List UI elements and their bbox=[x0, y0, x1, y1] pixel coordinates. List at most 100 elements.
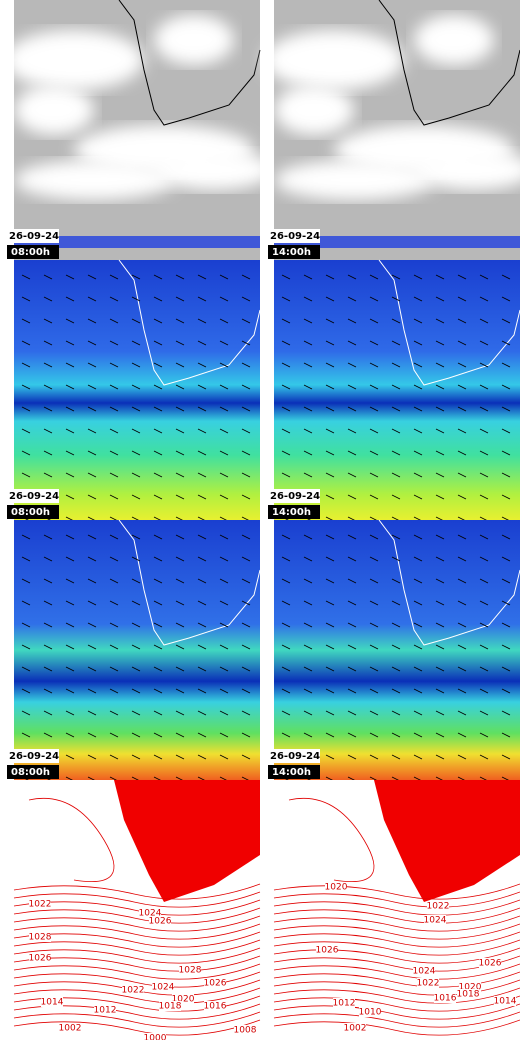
wind-arrow bbox=[109, 296, 119, 302]
wind-arrow bbox=[435, 556, 445, 562]
wind-arrow bbox=[219, 428, 229, 434]
wind-arrow bbox=[369, 578, 379, 584]
wind-arrow bbox=[65, 578, 75, 584]
isobar-label: 1012 bbox=[94, 1006, 117, 1016]
wind-arrow bbox=[325, 340, 335, 346]
wind-arrow bbox=[153, 340, 163, 346]
wind-arrow bbox=[65, 534, 75, 540]
wind-arrow bbox=[501, 534, 511, 540]
wind-arrow bbox=[413, 384, 423, 390]
wind-arrow bbox=[347, 340, 357, 346]
isobar bbox=[273, 1019, 520, 1036]
wind-arrow bbox=[241, 534, 251, 540]
coastline bbox=[118, 0, 261, 126]
wind-arrow bbox=[153, 644, 163, 650]
wind-arrow bbox=[241, 494, 251, 500]
wind-arrow bbox=[175, 732, 185, 738]
wind-arrow bbox=[153, 450, 163, 456]
wind-arrow bbox=[197, 578, 207, 584]
wind-arrow bbox=[457, 296, 467, 302]
wind-arrow bbox=[391, 688, 401, 694]
isobar bbox=[13, 939, 261, 956]
wind-arrow bbox=[457, 450, 467, 456]
wind-arrow bbox=[457, 472, 467, 478]
wind-arrow bbox=[369, 688, 379, 694]
wind-arrow bbox=[43, 406, 53, 412]
wind-arrow bbox=[501, 472, 511, 478]
wind-arrow bbox=[175, 362, 185, 368]
isobar-label: 1022 bbox=[417, 979, 440, 989]
wind-arrow bbox=[435, 754, 445, 760]
cloud bbox=[274, 160, 434, 200]
wind-arrow bbox=[347, 428, 357, 434]
isobar-label: 1020 bbox=[172, 995, 195, 1005]
wind-arrow bbox=[457, 428, 467, 434]
wind-arrow bbox=[369, 622, 379, 628]
wind-arrow bbox=[369, 534, 379, 540]
wind-arrow bbox=[457, 644, 467, 650]
wind-arrow bbox=[281, 556, 291, 562]
isobar-label-bg bbox=[29, 932, 51, 942]
isobar-label-bg bbox=[494, 996, 516, 1006]
time-bg bbox=[268, 245, 320, 259]
wind-arrow bbox=[87, 578, 97, 584]
wind-arrow bbox=[435, 428, 445, 434]
wind-arrow bbox=[87, 384, 97, 390]
wind-arrow bbox=[457, 494, 467, 500]
isobar bbox=[273, 899, 520, 916]
wind-arrow bbox=[325, 406, 335, 412]
wind-arrow bbox=[303, 732, 313, 738]
isobar-label: 1022 bbox=[427, 902, 450, 912]
wind-arrow bbox=[87, 450, 97, 456]
wind-arrow bbox=[303, 340, 313, 346]
time-bg bbox=[268, 505, 320, 519]
wind-arrow bbox=[325, 622, 335, 628]
coastline bbox=[378, 259, 520, 386]
cloud bbox=[154, 150, 274, 190]
isobar-label-bg bbox=[94, 1005, 116, 1015]
wind-arrow bbox=[109, 688, 119, 694]
wind-arrow bbox=[281, 534, 291, 540]
wind-arrow bbox=[197, 340, 207, 346]
wind-arrow bbox=[501, 556, 511, 562]
isobar bbox=[13, 883, 261, 900]
wind-arrow bbox=[281, 688, 291, 694]
wind-arrow bbox=[109, 340, 119, 346]
wind-arrow bbox=[87, 600, 97, 606]
wind-arrow bbox=[43, 710, 53, 716]
isobar-label: 1018 bbox=[457, 990, 480, 1000]
wind-arrow bbox=[219, 384, 229, 390]
wind-arrow bbox=[435, 494, 445, 500]
wind-arrow bbox=[21, 384, 31, 390]
coastline bbox=[118, 519, 261, 646]
wind-arrow bbox=[501, 710, 511, 716]
wind-arrow bbox=[21, 472, 31, 478]
wind-arrow bbox=[153, 666, 163, 672]
wind-arrow bbox=[241, 600, 251, 606]
cloud bbox=[274, 85, 354, 135]
wind-arrow bbox=[369, 428, 379, 434]
wind-arrow bbox=[347, 666, 357, 672]
wind-arrow bbox=[65, 296, 75, 302]
coastline bbox=[378, 519, 520, 646]
isobar bbox=[273, 891, 520, 908]
wind-arrow bbox=[413, 472, 423, 478]
wind-arrow bbox=[347, 362, 357, 368]
wind-arrow bbox=[479, 318, 489, 324]
wind-arrow bbox=[21, 556, 31, 562]
wind-arrow bbox=[131, 600, 141, 606]
wind-arrow bbox=[87, 644, 97, 650]
wind-arrow bbox=[109, 274, 119, 280]
wind-arrow bbox=[325, 296, 335, 302]
wind-arrow bbox=[281, 340, 291, 346]
wind-arrow bbox=[457, 556, 467, 562]
wind-arrow bbox=[303, 472, 313, 478]
wind-arrow bbox=[501, 406, 511, 412]
wind-arrow bbox=[325, 428, 335, 434]
wind-arrow bbox=[325, 384, 335, 390]
wind-arrow bbox=[501, 494, 511, 500]
wind-arrow bbox=[325, 688, 335, 694]
wind-arrow bbox=[21, 450, 31, 456]
wind-arrow bbox=[303, 666, 313, 672]
